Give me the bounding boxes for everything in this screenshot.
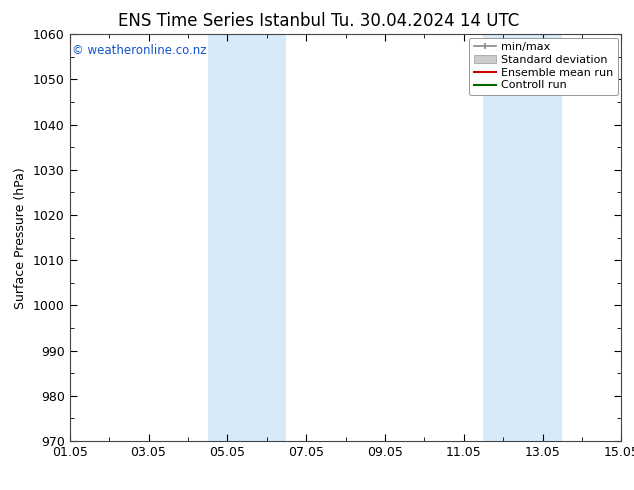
Y-axis label: Surface Pressure (hPa): Surface Pressure (hPa) <box>15 167 27 309</box>
Legend: min/max, Standard deviation, Ensemble mean run, Controll run: min/max, Standard deviation, Ensemble me… <box>469 38 618 95</box>
Text: © weatheronline.co.nz: © weatheronline.co.nz <box>72 45 207 57</box>
Bar <box>207 34 287 441</box>
Text: Tu. 30.04.2024 14 UTC: Tu. 30.04.2024 14 UTC <box>331 12 519 30</box>
Text: ENS Time Series Istanbul: ENS Time Series Istanbul <box>118 12 326 30</box>
Bar <box>483 34 562 441</box>
